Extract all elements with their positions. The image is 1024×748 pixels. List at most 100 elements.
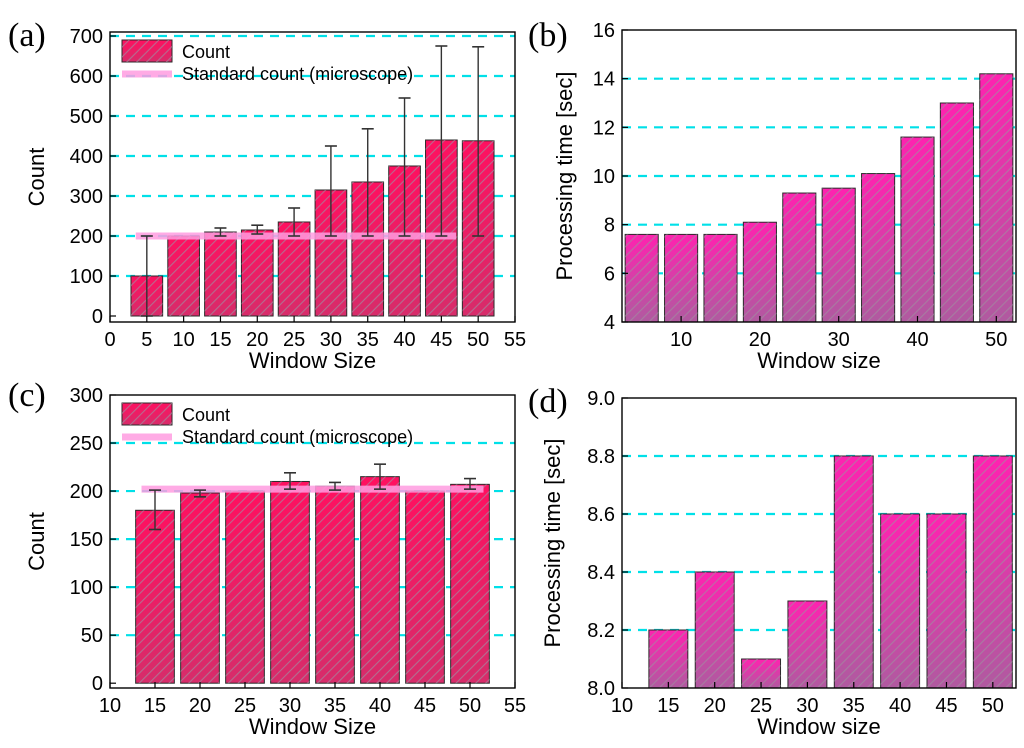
bar-hatch bbox=[664, 234, 698, 322]
chart-panel-c: 10 15 20 25 30 35 40 45 50 55 0 50 100 150 200 250 300 Wi… bbox=[24, 385, 526, 739]
x-tick-label: 25 bbox=[283, 329, 305, 351]
x-axis-label: Window Size bbox=[249, 714, 376, 739]
bar-hatch bbox=[822, 188, 856, 322]
y-tick-label: 600 bbox=[70, 66, 103, 88]
x-tick-label: 40 bbox=[889, 695, 911, 717]
bar-hatch bbox=[787, 601, 827, 688]
x-tick-label: 45 bbox=[414, 695, 436, 717]
bar-hatch bbox=[450, 484, 490, 684]
bar-hatch bbox=[880, 514, 920, 688]
y-tick-label: 8.4 bbox=[587, 562, 615, 584]
x-axis-label: Window Size bbox=[249, 348, 376, 373]
y-tick-label: 500 bbox=[70, 106, 103, 128]
x-tick-label: 10 bbox=[99, 695, 121, 717]
bar-hatch bbox=[782, 193, 816, 322]
bar-hatch bbox=[405, 491, 445, 684]
y-tick-label: 4 bbox=[604, 312, 615, 334]
bar-hatch bbox=[979, 73, 1013, 322]
x-tick-label: 55 bbox=[504, 329, 526, 351]
x-tick-label: 35 bbox=[843, 695, 865, 717]
y-tick-label: 8.2 bbox=[587, 620, 615, 642]
bar-hatch bbox=[241, 230, 274, 316]
x-axis-label: Window size bbox=[757, 348, 880, 373]
panel-label-c: (c) bbox=[8, 377, 46, 414]
bar-hatch bbox=[695, 572, 735, 688]
x-tick-label: 15 bbox=[209, 329, 231, 351]
x-axis-label: Window size bbox=[757, 714, 880, 739]
y-tick-label: 9.0 bbox=[587, 388, 615, 410]
x-tick-label: 50 bbox=[985, 329, 1007, 351]
y-tick-label: 14 bbox=[593, 69, 615, 91]
bar-hatch bbox=[625, 234, 659, 322]
x-tick-label: 20 bbox=[189, 695, 211, 717]
x-tick-label: 30 bbox=[279, 695, 301, 717]
legend-swatch-hatch bbox=[122, 403, 172, 425]
bar-hatch bbox=[270, 481, 310, 684]
y-tick-label: 16 bbox=[593, 20, 615, 42]
bar-hatch bbox=[927, 514, 966, 688]
y-axis-label: Processing time [sec] bbox=[552, 71, 577, 280]
x-tick-label: 30 bbox=[828, 329, 850, 351]
y-tick-label: 50 bbox=[81, 625, 103, 647]
y-tick-label: 250 bbox=[70, 433, 103, 455]
bar-hatch bbox=[225, 491, 265, 684]
x-tick-label: 25 bbox=[750, 695, 772, 717]
panel-label-a: (a) bbox=[8, 17, 46, 54]
bar-hatch bbox=[703, 234, 738, 322]
y-tick-label: 400 bbox=[70, 146, 103, 168]
x-tick-label: 25 bbox=[234, 695, 256, 717]
x-tick-label: 20 bbox=[704, 695, 726, 717]
chart-panel-a: 0 5 10 15 20 25 30 35 40 45 50 55 0 100 200 300 400 500 60… bbox=[24, 26, 526, 373]
y-tick-label: 100 bbox=[70, 266, 103, 288]
x-tick-label: 45 bbox=[935, 695, 957, 717]
x-tick-label: 50 bbox=[459, 695, 481, 717]
x-tick-label: 30 bbox=[796, 695, 818, 717]
x-tick-label: 35 bbox=[357, 329, 379, 351]
x-tick-label: 20 bbox=[749, 329, 771, 351]
x-tick-label: 10 bbox=[670, 329, 692, 351]
y-tick-label: 10 bbox=[593, 166, 615, 188]
bar-hatch bbox=[940, 103, 974, 322]
legend-label-count: Count bbox=[182, 405, 230, 425]
bar-hatch bbox=[900, 137, 935, 322]
bar-hatch bbox=[315, 486, 355, 684]
y-tick-label: 12 bbox=[593, 117, 615, 139]
x-tick-label: 10 bbox=[611, 695, 633, 717]
legend-label-standard: Standard count (microscope) bbox=[182, 427, 413, 447]
x-tick-label: 55 bbox=[504, 695, 526, 717]
y-tick-label: 8 bbox=[604, 215, 615, 237]
y-tick-label: 100 bbox=[70, 577, 103, 599]
bar-hatch bbox=[135, 510, 175, 684]
bar-hatch bbox=[204, 232, 237, 316]
x-tick-label: 30 bbox=[320, 329, 342, 351]
x-tick-label: 20 bbox=[246, 329, 268, 351]
x-tick-label: 40 bbox=[393, 329, 415, 351]
x-tick-label: 40 bbox=[369, 695, 391, 717]
bar-hatch bbox=[834, 456, 874, 688]
y-tick-label: 0 bbox=[92, 673, 103, 695]
chart-panel-d: 10 15 20 25 30 35 40 45 50 8.0 8.2 8.4 8.6 8.8 9.0 Wind… bbox=[540, 388, 1017, 739]
y-axis-label: Processing time [sec] bbox=[540, 438, 565, 647]
y-tick-label: 200 bbox=[70, 481, 103, 503]
y-axis-label: Count bbox=[24, 512, 49, 571]
bar-hatch bbox=[861, 173, 895, 322]
plot-frame bbox=[621, 397, 1017, 689]
bar-hatch bbox=[360, 476, 400, 684]
y-tick-label: 300 bbox=[70, 385, 103, 407]
x-tick-label: 45 bbox=[430, 329, 452, 351]
bar-hatch bbox=[167, 236, 200, 316]
x-tick-label: 50 bbox=[982, 695, 1004, 717]
panel-label-d: (d) bbox=[528, 383, 568, 420]
x-tick-label: 35 bbox=[324, 695, 346, 717]
x-tick-label: 15 bbox=[144, 695, 166, 717]
x-tick-label: 40 bbox=[906, 329, 928, 351]
y-tick-label: 8.6 bbox=[587, 504, 615, 526]
x-tick-label: 5 bbox=[141, 329, 152, 351]
y-tick-label: 6 bbox=[604, 263, 615, 285]
bar-hatch bbox=[180, 492, 220, 684]
x-tick-label: 0 bbox=[104, 329, 115, 351]
y-tick-label: 700 bbox=[70, 26, 103, 48]
legend-label-standard: Standard count (microscope) bbox=[182, 64, 413, 84]
x-tick-label: 15 bbox=[657, 695, 679, 717]
